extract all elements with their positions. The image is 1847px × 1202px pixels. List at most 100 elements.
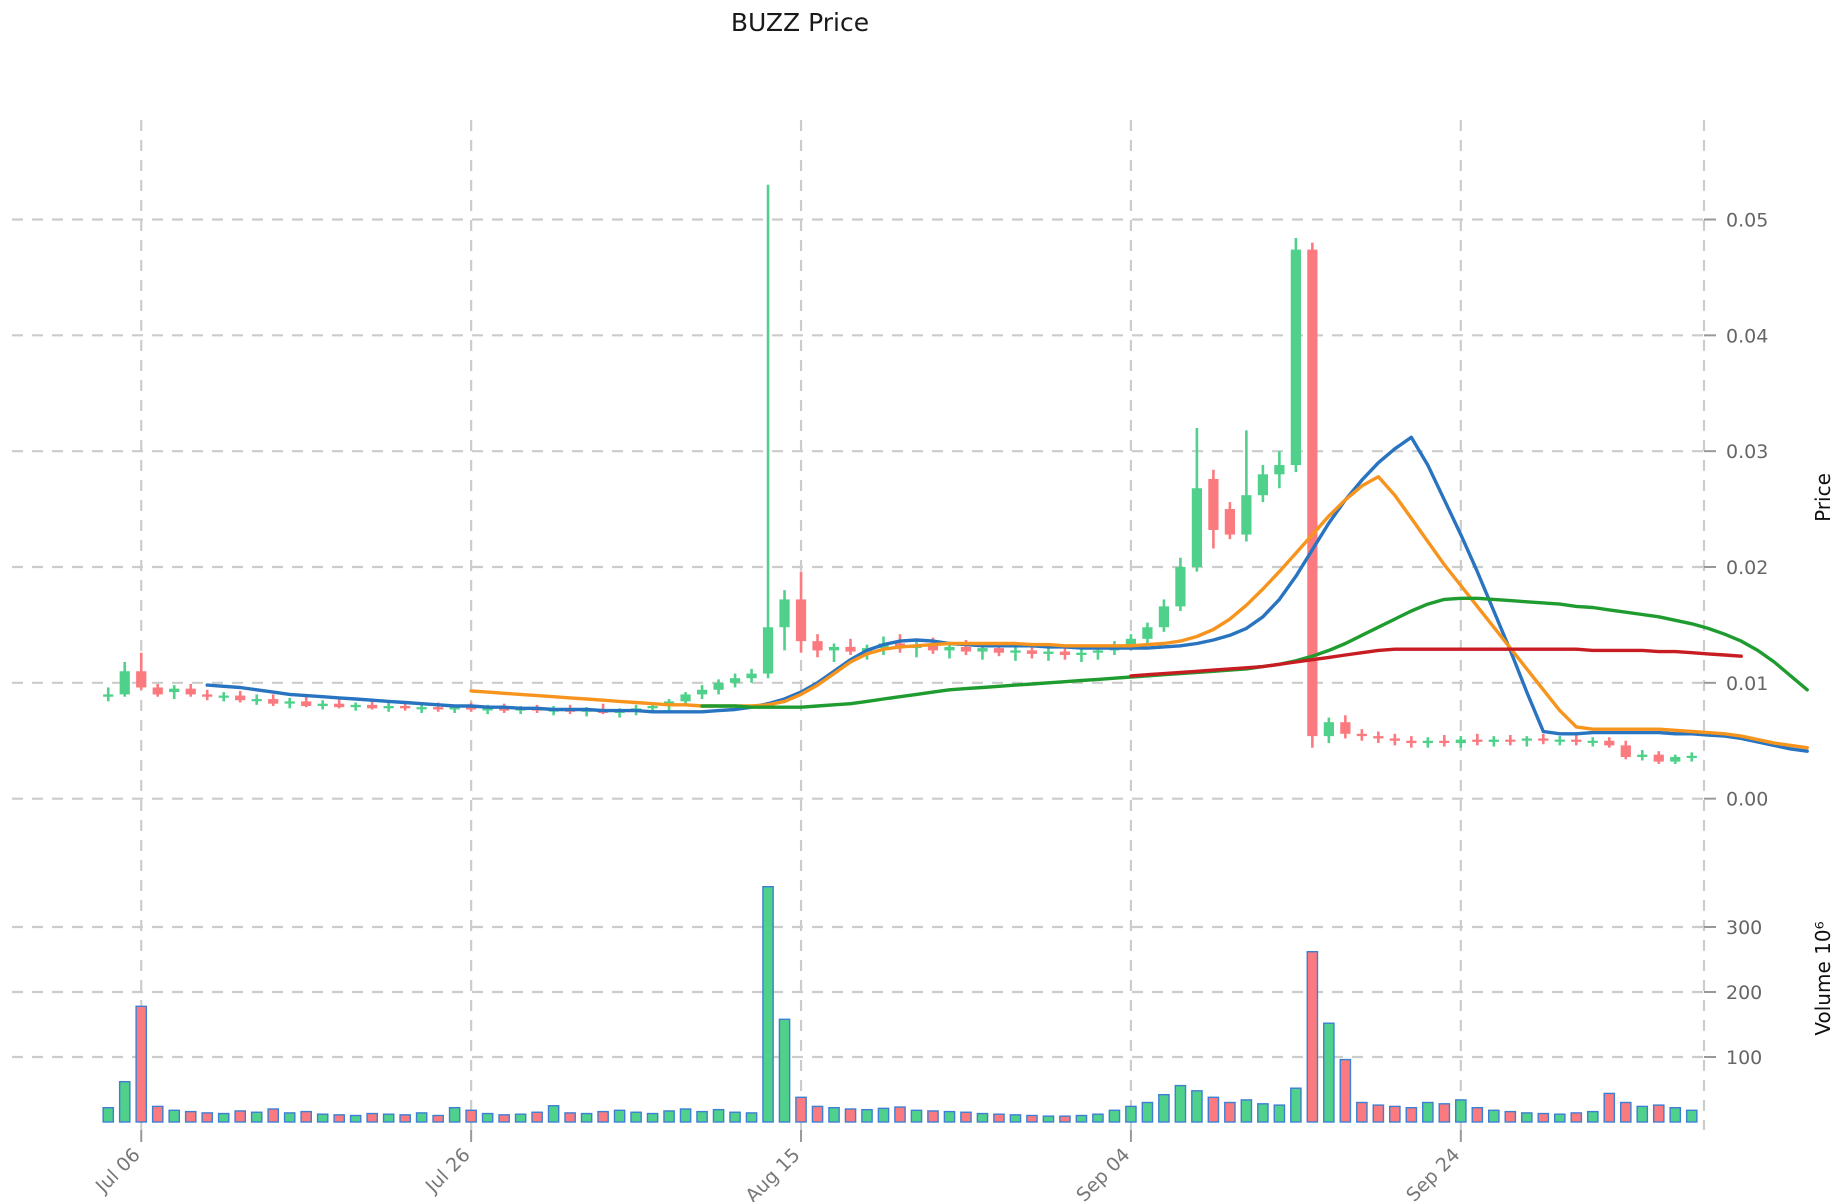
candle-body xyxy=(136,671,147,688)
candle-body xyxy=(383,706,394,709)
candle-body xyxy=(251,699,262,702)
x-axis-ticks: Jul 06 Jul 26 Aug 15 Sep 04 Sep 24 xyxy=(91,1130,1464,1202)
volume-bar xyxy=(1636,1105,1649,1123)
candle-body xyxy=(119,671,130,695)
volume-bar xyxy=(1685,1109,1698,1123)
volume-bar xyxy=(993,1113,1005,1123)
candle-body xyxy=(499,708,510,711)
volume-bar xyxy=(663,1110,675,1123)
volume-bar xyxy=(201,1112,214,1123)
candle-body xyxy=(845,646,856,652)
volume-bar xyxy=(861,1108,873,1123)
volume-bar xyxy=(712,1108,725,1123)
volume-bar xyxy=(795,1096,807,1123)
ma-line xyxy=(469,475,1809,750)
volume-bar xyxy=(580,1112,593,1123)
candle-body xyxy=(762,627,774,674)
volume-axis-ticks: 300 200 100 xyxy=(1704,917,1762,1069)
candle-body xyxy=(482,708,493,711)
volume-bar xyxy=(547,1105,560,1123)
candle-body xyxy=(977,648,988,652)
candle-body xyxy=(416,707,427,710)
candle-body xyxy=(284,701,295,704)
volume-bar xyxy=(679,1108,692,1123)
candle-body xyxy=(1142,627,1153,639)
volume-bar xyxy=(1141,1101,1154,1123)
volume-bar xyxy=(1191,1090,1203,1123)
x-tick-label: Sep 24 xyxy=(1402,1144,1464,1202)
volume-bar xyxy=(1603,1092,1616,1123)
volume-bar xyxy=(1553,1113,1566,1123)
candle-body xyxy=(103,694,114,697)
volume-bar xyxy=(300,1110,312,1123)
volume-bar xyxy=(1669,1106,1682,1123)
volume-bars-layer xyxy=(102,886,1698,1123)
volume-bar xyxy=(564,1112,576,1123)
candle-body xyxy=(1554,739,1565,742)
volume-bar xyxy=(1306,951,1319,1123)
price-tick-label: 0.00 xyxy=(1726,789,1768,811)
volume-bar xyxy=(1389,1105,1401,1123)
volume-bar xyxy=(1504,1110,1517,1123)
candle-body xyxy=(449,707,460,710)
volume-bar xyxy=(1092,1113,1104,1123)
candle-body xyxy=(746,673,757,679)
volume-bar xyxy=(102,1106,115,1123)
volume-bar xyxy=(1356,1101,1368,1123)
volume-bar xyxy=(283,1112,296,1123)
candle-body xyxy=(1455,739,1466,744)
volume-bar xyxy=(1488,1109,1500,1123)
candle-body xyxy=(1373,736,1384,739)
volume-bar xyxy=(1224,1101,1236,1123)
volume-bar xyxy=(927,1110,939,1123)
candle-body xyxy=(433,707,444,710)
candle-body xyxy=(1010,650,1021,653)
volume-bar xyxy=(217,1112,230,1123)
volume-bar xyxy=(1405,1106,1418,1123)
price-tick-label: 0.05 xyxy=(1726,210,1768,232)
volume-bar xyxy=(597,1110,609,1123)
volume-bar xyxy=(316,1113,329,1123)
candle-body xyxy=(1208,478,1219,530)
volume-bar xyxy=(1438,1103,1451,1123)
volume-bar xyxy=(366,1112,378,1123)
volume-bar xyxy=(613,1109,626,1123)
candle-body xyxy=(466,707,477,710)
ma-line xyxy=(205,435,1809,753)
candle-body xyxy=(1257,474,1268,496)
price-tick-label: 0.01 xyxy=(1726,673,1768,695)
candle-body xyxy=(1422,740,1433,744)
candle-body xyxy=(795,599,807,642)
volume-bar xyxy=(1455,1099,1467,1123)
candle-body xyxy=(1274,465,1285,475)
volume-bar xyxy=(1125,1105,1137,1123)
candle-body xyxy=(1356,733,1367,737)
volume-bar xyxy=(415,1112,428,1123)
candle-body xyxy=(1637,754,1648,757)
volume-bar xyxy=(382,1113,395,1123)
volume-bar xyxy=(877,1107,890,1123)
price-axis-ticks: 0.05 0.04 0.03 0.02 0.01 0.00 xyxy=(1704,210,1768,811)
candle-body xyxy=(1521,738,1532,741)
candle-body xyxy=(1076,652,1087,656)
candlesticks-layer xyxy=(103,184,1697,764)
x-tick-label: Sep 04 xyxy=(1072,1144,1134,1202)
candle-body xyxy=(812,641,823,651)
candle-body xyxy=(779,599,790,628)
candle-body xyxy=(1241,495,1252,535)
volume-bar xyxy=(630,1111,642,1123)
volume-bar xyxy=(184,1110,197,1123)
volume-bar xyxy=(1570,1112,1583,1123)
candle-body xyxy=(1059,651,1071,656)
volume-bar xyxy=(1158,1093,1170,1123)
candle-body xyxy=(1323,722,1334,737)
candle-body xyxy=(1092,650,1104,653)
volume-bar xyxy=(1042,1115,1055,1123)
candle-body xyxy=(944,646,955,651)
volume-bar xyxy=(910,1109,923,1123)
volume-bar xyxy=(465,1109,477,1123)
candle-body xyxy=(268,699,279,704)
candle-body xyxy=(993,648,1005,653)
volume-bar xyxy=(1372,1104,1385,1123)
